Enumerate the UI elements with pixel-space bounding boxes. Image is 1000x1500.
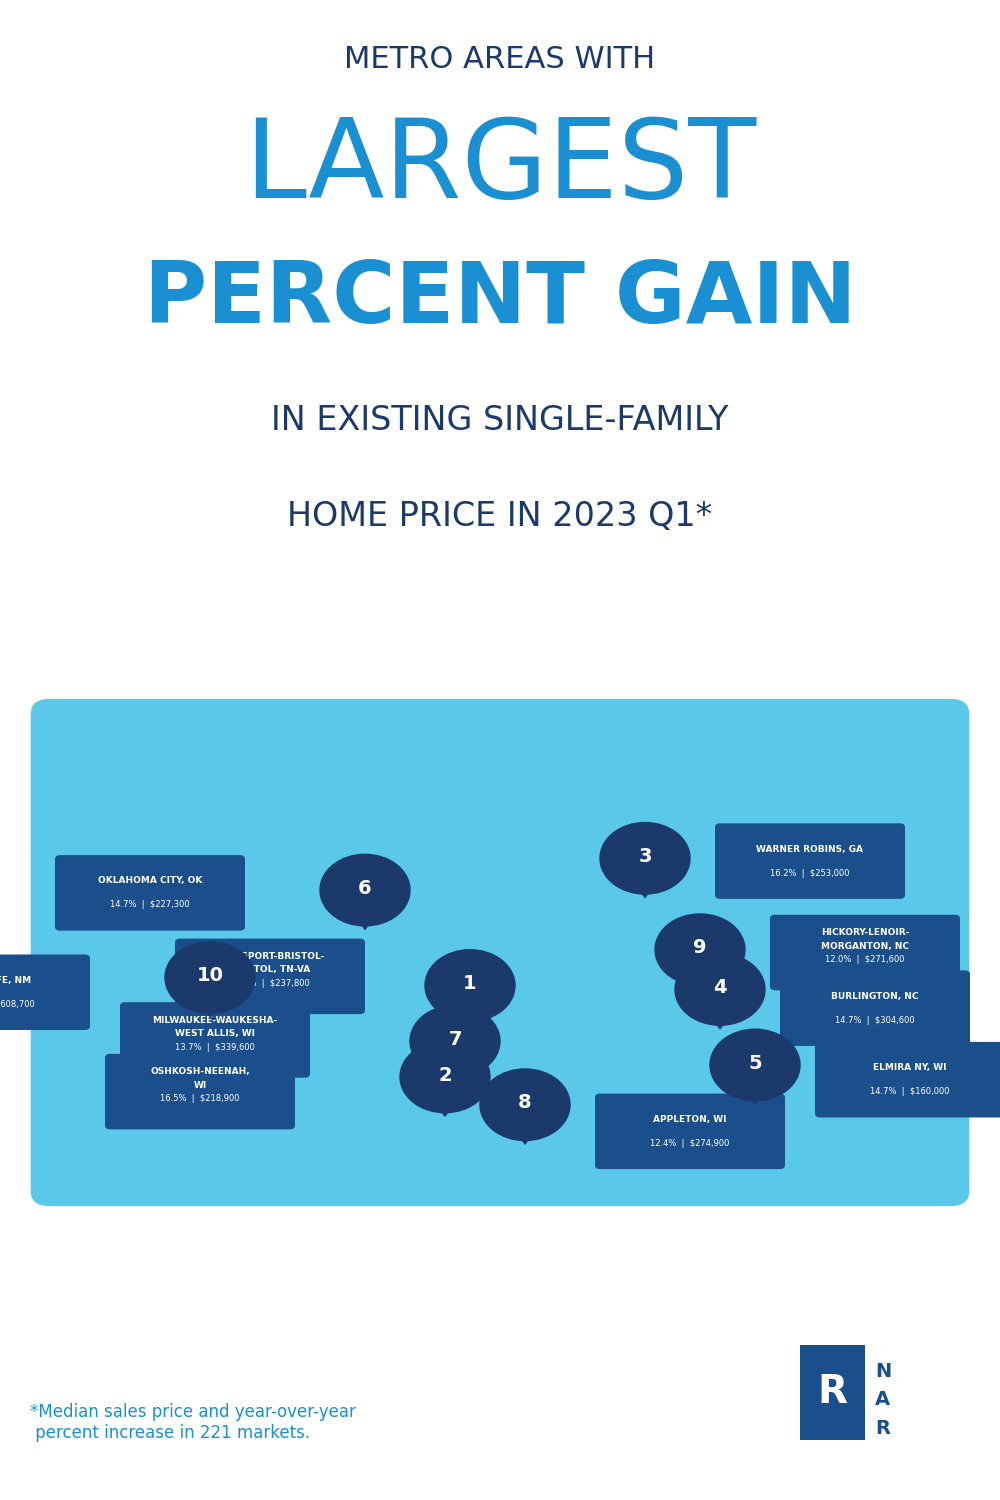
FancyBboxPatch shape [815, 1042, 1000, 1118]
Text: BRISTOL, TN-VA: BRISTOL, TN-VA [230, 966, 310, 975]
Text: 11.7%  |  $608,700: 11.7% | $608,700 [0, 999, 35, 1008]
Circle shape [320, 855, 410, 926]
Text: 16.2%  |  $253,000: 16.2% | $253,000 [770, 868, 850, 877]
Polygon shape [338, 890, 392, 930]
Circle shape [710, 1029, 800, 1101]
FancyBboxPatch shape [30, 698, 970, 1208]
Circle shape [600, 822, 690, 894]
Text: 14.7%  |  $304,600: 14.7% | $304,600 [835, 1016, 915, 1025]
Text: WEST ALLIS, WI: WEST ALLIS, WI [175, 1029, 255, 1038]
Text: WI: WI [193, 1082, 207, 1090]
FancyBboxPatch shape [800, 1344, 865, 1440]
Polygon shape [418, 1077, 472, 1116]
Text: 3: 3 [638, 847, 652, 865]
Text: 7: 7 [448, 1030, 462, 1048]
Text: OKLAHOMA CITY, OK: OKLAHOMA CITY, OK [98, 876, 202, 885]
Text: ELMIRA NY, WI: ELMIRA NY, WI [873, 1064, 947, 1072]
Text: HICKORY-LENOIR-: HICKORY-LENOIR- [821, 928, 909, 938]
Text: OSHKOSH-NEENAH,: OSHKOSH-NEENAH, [150, 1068, 250, 1077]
Circle shape [410, 1005, 500, 1077]
Polygon shape [428, 1041, 482, 1080]
Text: 12.4%  |  $274,900: 12.4% | $274,900 [650, 1138, 730, 1148]
Text: MILWAUKEE-WAUKESHA-: MILWAUKEE-WAUKESHA- [152, 1016, 278, 1025]
FancyBboxPatch shape [175, 939, 365, 1014]
Text: 14.7%  |  $160,000: 14.7% | $160,000 [870, 1088, 950, 1096]
FancyBboxPatch shape [105, 1054, 295, 1130]
Text: *Median sales price and year-over-year
 percent increase in 221 markets.: *Median sales price and year-over-year p… [30, 1402, 356, 1441]
Text: R: R [817, 1372, 847, 1411]
Text: IN EXISTING SINGLE-FAMILY: IN EXISTING SINGLE-FAMILY [271, 404, 729, 436]
Text: SANTA FE, NM: SANTA FE, NM [0, 976, 31, 986]
Text: 18.9%  |  $237,800: 18.9% | $237,800 [230, 980, 310, 988]
FancyBboxPatch shape [780, 970, 970, 1046]
Text: 8: 8 [518, 1094, 532, 1113]
Polygon shape [498, 1104, 552, 1144]
Text: 9: 9 [693, 939, 707, 957]
FancyBboxPatch shape [770, 915, 960, 990]
Text: HOME PRICE IN 2023 Q1*: HOME PRICE IN 2023 Q1* [287, 500, 713, 532]
Text: MORGANTON, NC: MORGANTON, NC [821, 942, 909, 951]
Text: WARNER ROBINS, GA: WARNER ROBINS, GA [756, 844, 863, 853]
Text: 13.7%  |  $339,600: 13.7% | $339,600 [175, 1042, 255, 1052]
Text: PERCENT GAIN: PERCENT GAIN [144, 258, 856, 342]
Polygon shape [443, 986, 497, 1024]
Text: 2: 2 [438, 1065, 452, 1084]
Circle shape [675, 954, 765, 1024]
Text: METRO AREAS WITH: METRO AREAS WITH [344, 45, 656, 75]
Text: A: A [875, 1390, 890, 1410]
Text: LARGEST: LARGEST [244, 114, 756, 222]
Text: 4: 4 [713, 978, 727, 998]
Polygon shape [183, 978, 237, 1017]
Circle shape [480, 1070, 570, 1140]
Text: 5: 5 [748, 1053, 762, 1072]
Text: KINGSPORT-BRISTOL-: KINGSPORT-BRISTOL- [216, 952, 324, 962]
Text: APPLETON, WI: APPLETON, WI [653, 1114, 727, 1124]
Polygon shape [728, 1065, 782, 1104]
Polygon shape [693, 990, 747, 1029]
FancyBboxPatch shape [595, 1094, 785, 1168]
Text: 12.0%  |  $271,600: 12.0% | $271,600 [825, 956, 905, 964]
Text: R: R [875, 1419, 890, 1437]
Text: 16.5%  |  $218,900: 16.5% | $218,900 [160, 1095, 240, 1104]
Text: 10: 10 [196, 966, 224, 986]
Circle shape [400, 1041, 490, 1113]
Text: 14.7%  |  $227,300: 14.7% | $227,300 [110, 900, 190, 909]
FancyBboxPatch shape [55, 855, 245, 930]
Text: N: N [875, 1362, 891, 1382]
Text: BURLINGTON, NC: BURLINGTON, NC [831, 992, 919, 1000]
Text: 1: 1 [463, 974, 477, 993]
FancyBboxPatch shape [120, 1002, 310, 1077]
Text: 6: 6 [358, 879, 372, 898]
Polygon shape [618, 858, 672, 897]
Polygon shape [673, 950, 727, 988]
Circle shape [425, 950, 515, 1022]
FancyBboxPatch shape [0, 954, 90, 1030]
FancyBboxPatch shape [715, 824, 905, 898]
Circle shape [655, 914, 745, 986]
Circle shape [165, 942, 255, 1014]
